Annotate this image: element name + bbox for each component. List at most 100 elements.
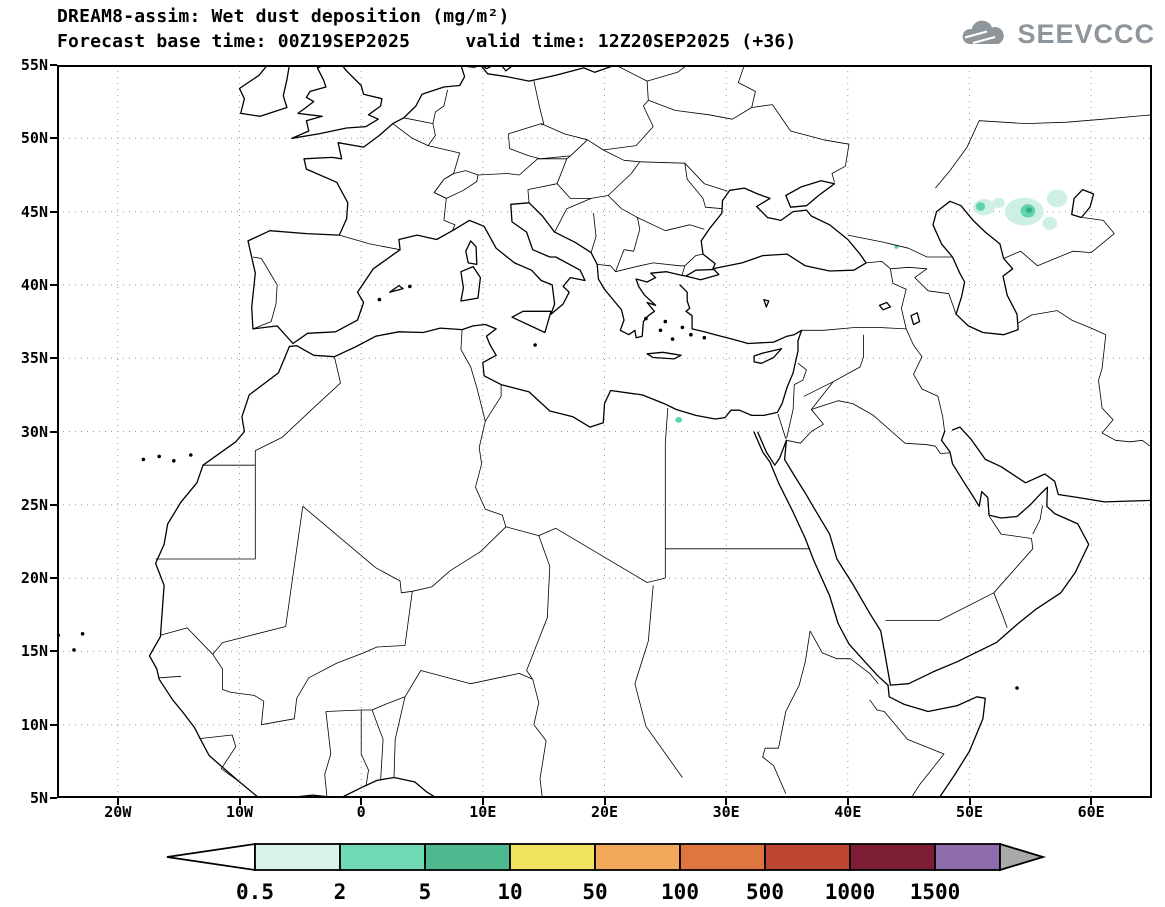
country-border: [993, 592, 1008, 629]
lat-tick-mark: [50, 723, 57, 726]
country-border: [1098, 334, 1152, 448]
colorbar-label: 100: [661, 880, 699, 904]
country-border: [935, 114, 1152, 189]
coastline: [753, 348, 783, 364]
country-border: [160, 627, 213, 655]
coastline: [389, 284, 404, 293]
coastline: [292, 202, 586, 345]
colorbar-segment: [849, 843, 936, 871]
country-border: [801, 326, 907, 331]
coastline: [465, 240, 478, 266]
colorbar-label: 0.5: [236, 880, 274, 904]
lon-tick-mark: [846, 798, 849, 805]
coastline: [1071, 188, 1095, 219]
island-dot: [72, 648, 76, 652]
lon-tick-mark: [968, 798, 971, 805]
lon-tick-label: 0: [356, 803, 366, 821]
country-border: [1003, 217, 1115, 267]
lat-tick-label: 10N: [20, 715, 48, 734]
lat-tick-mark: [50, 64, 57, 66]
country-border: [597, 264, 616, 272]
country-border: [505, 526, 666, 583]
country-border: [302, 505, 507, 594]
country-border: [252, 256, 278, 330]
country-border: [615, 217, 641, 272]
island-dot: [702, 335, 707, 340]
lat-tick-mark: [50, 210, 57, 213]
island-dot: [533, 343, 537, 347]
country-border: [477, 155, 571, 176]
lat-tick-mark: [50, 650, 57, 653]
country-border: [199, 734, 240, 783]
country-border: [261, 591, 413, 726]
lat-tick-label: 5N: [29, 789, 48, 807]
country-border: [607, 195, 705, 232]
lon-tick-mark: [603, 798, 606, 805]
coastline: [878, 301, 892, 311]
coastline: [247, 65, 466, 345]
lat-tick-label: 40N: [20, 275, 48, 294]
country-border: [433, 170, 479, 199]
coastline: [528, 202, 687, 339]
map-subtitle: Forecast base time: 00Z19SEP2025 valid t…: [57, 31, 797, 52]
country-border: [777, 413, 787, 439]
colorbar-segment: [509, 843, 596, 871]
lat-tick-label: 35N: [20, 349, 48, 368]
lat-tick-label: 55N: [20, 56, 48, 74]
coastline: [753, 431, 889, 686]
country-border: [403, 117, 436, 146]
country-border: [634, 585, 683, 778]
country-border: [532, 679, 547, 798]
cloud-icon: [963, 20, 1005, 45]
country-border: [684, 253, 704, 267]
country-border: [905, 328, 945, 432]
coastline: [757, 431, 788, 466]
lon-tick-label: 50E: [955, 803, 984, 821]
island-dot: [670, 337, 675, 341]
map-frame-border: [57, 65, 1152, 798]
colorbar-label: 50: [582, 880, 607, 904]
island-dot: [189, 453, 193, 457]
country-border: [404, 670, 533, 698]
seevccc-logo: SEEVCCC: [958, 18, 1155, 50]
country-border: [325, 696, 406, 712]
country-border: [392, 123, 461, 231]
lon-tick-label: 10W: [225, 803, 254, 821]
country-border: [664, 407, 669, 579]
coastline: [288, 323, 799, 428]
coastline: [785, 180, 836, 208]
seevccc-logo-text: SEEVCCC: [1017, 18, 1155, 49]
lat-tick-mark: [50, 357, 57, 360]
lat-tick-label: 50N: [20, 129, 48, 148]
coastline: [951, 426, 1152, 503]
colorbar-label: 500: [746, 880, 784, 904]
country-border: [885, 515, 1034, 621]
coastline: [932, 200, 1019, 336]
country-border: [847, 234, 953, 258]
lat-tick-mark: [50, 137, 57, 140]
country-border: [803, 334, 864, 397]
lon-tick-mark: [116, 798, 119, 805]
country-border: [1016, 310, 1106, 336]
coastline: [887, 684, 986, 798]
coastline: [700, 187, 867, 272]
colorbar-label: 10: [497, 880, 522, 904]
map-svg: [57, 65, 1152, 798]
country-border: [432, 89, 448, 124]
coastline: [479, 65, 617, 82]
colorbar-segment: [594, 843, 681, 871]
coastline: [783, 430, 1090, 686]
country-border: [890, 266, 957, 315]
island-dot: [1015, 686, 1019, 690]
country-border: [324, 711, 332, 798]
lat-tick-mark: [50, 577, 57, 580]
colorbar-segment: [679, 843, 766, 871]
colorbar-segment: [764, 843, 851, 871]
country-border: [533, 81, 545, 126]
map-title: DREAM8-assim: Wet dust deposition (mg/m²…: [57, 6, 510, 27]
coastline: [685, 268, 720, 281]
lon-tick-label: 10E: [469, 803, 497, 821]
country-border: [371, 709, 384, 781]
country-border: [786, 384, 795, 439]
